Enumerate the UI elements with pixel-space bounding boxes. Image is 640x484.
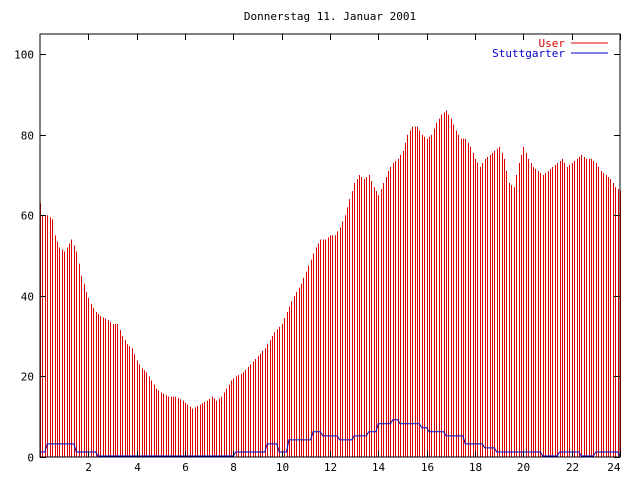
x-tick-label: 22 (566, 461, 579, 474)
x-tick-label: 16 (421, 461, 434, 474)
x-tick-label: 12 (324, 461, 337, 474)
legend: User Stuttgarter (492, 37, 608, 60)
y-tick-label: 40 (21, 291, 34, 304)
x-tick-label: 4 (134, 461, 141, 474)
x-tick-label: 24 (607, 461, 621, 474)
legend-label-user: User (539, 37, 566, 50)
y-tick-label: 0 (27, 452, 34, 465)
x-tick-label: 10 (276, 461, 289, 474)
y-tick-label: 20 (21, 371, 34, 384)
user-bars (40, 110, 621, 457)
y-tick-label: 100 (14, 49, 34, 62)
x-tick-label: 20 (517, 461, 530, 474)
y-tick-label: 80 (21, 130, 34, 143)
y-tick-label: 60 (21, 210, 34, 223)
legend-label-stuttgarter: Stuttgarter (492, 47, 565, 60)
x-tick-label: 2 (85, 461, 92, 474)
x-tick-label: 6 (182, 461, 189, 474)
x-tick-label: 8 (230, 461, 237, 474)
x-tick-label: 18 (469, 461, 482, 474)
chart-title: Donnerstag 11. Januar 2001 (244, 10, 416, 23)
x-tick-label: 14 (372, 461, 386, 474)
